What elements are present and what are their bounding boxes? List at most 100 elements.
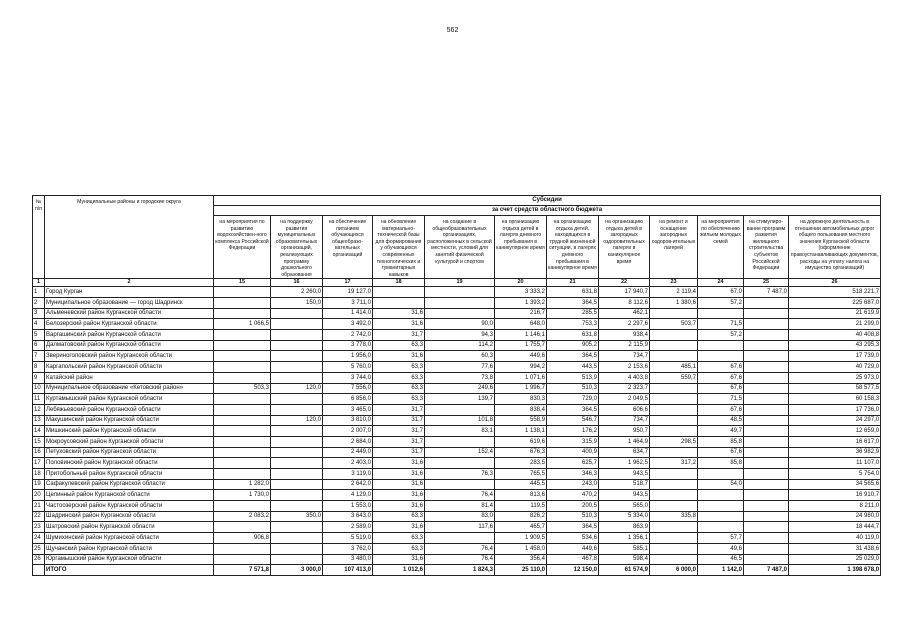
cell: 21 619,9 — [787, 307, 882, 320]
cell — [372, 286, 425, 299]
cell — [424, 435, 495, 448]
cell: 34 565,6 — [787, 478, 882, 491]
cell — [743, 532, 789, 544]
cell: 2 403,0 — [322, 457, 373, 470]
row-number: 4 — [32, 318, 45, 331]
cell: 31,6 — [372, 553, 425, 566]
data-row: 25 Щучанский район Курганской области 3 76… — [32, 542, 882, 555]
column-number: 15 — [213, 278, 271, 288]
total-cell: 61 574,9 — [598, 564, 650, 577]
row-name: Муниципальное образование — город Шадрин… — [44, 297, 214, 309]
cell: 830,3 — [494, 393, 547, 405]
cell — [424, 457, 495, 470]
cell: 943,5 — [598, 489, 650, 502]
cell: 31,7 — [372, 403, 425, 416]
cell: 1 146,1 — [494, 329, 547, 341]
cell — [697, 350, 744, 363]
cell: 8 112,6 — [598, 297, 650, 309]
cell: 31,6 — [372, 478, 425, 491]
cell — [372, 297, 425, 309]
cell — [270, 468, 323, 480]
cell: 67,0 — [697, 286, 744, 299]
cell: 46,5 — [697, 553, 744, 566]
cell: 25 029,0 — [787, 553, 882, 566]
cell — [213, 286, 271, 299]
cell — [213, 350, 271, 363]
cell: 2 007,0 — [322, 425, 373, 437]
header-row: на мероприятия по развитию водохозяйстве… — [33, 214, 882, 280]
row-number: 11 — [32, 393, 45, 405]
row-number: 6 — [32, 339, 45, 352]
cell: 57,2 — [697, 297, 744, 309]
row-name: Щучанский район Курганской области — [44, 542, 214, 555]
cell: 467,8 — [546, 553, 599, 566]
cell — [649, 468, 698, 480]
data-row: 18 Притобольный район Курганской области 3… — [32, 468, 882, 480]
cell: 60 158,3 — [787, 393, 882, 405]
cell: 243,0 — [546, 478, 599, 491]
cell: 67,6 — [697, 371, 744, 384]
cell: 1 071,6 — [494, 371, 547, 384]
cell: 85,8 — [697, 435, 744, 448]
column-number: 18 — [372, 278, 425, 288]
total-cell: 6 000,0 — [649, 564, 698, 577]
cell: 734,7 — [598, 414, 650, 427]
cell: 31,7 — [372, 329, 425, 341]
cell: 625,7 — [546, 457, 599, 470]
row-name: Куртамышский район Курганской области — [44, 393, 214, 405]
cell — [743, 382, 789, 395]
column-header: на обеспечение питанием обучающихся обще… — [322, 214, 373, 280]
row-number: 15 — [32, 435, 45, 448]
cell: 16 910,7 — [787, 489, 882, 502]
header-cell: № п/п — [32, 194, 45, 280]
cell — [213, 393, 271, 405]
cell: 503,7 — [649, 318, 698, 331]
cell: 8 211,0 — [787, 500, 882, 512]
cell: 546,7 — [546, 414, 599, 427]
cell: 1 356,1 — [598, 532, 650, 544]
cell: 4 129,0 — [322, 489, 373, 502]
cell: 1 909,5 — [494, 532, 547, 544]
cell: 356,4 — [494, 553, 547, 566]
cell: 31,6 — [372, 489, 425, 502]
row-number: 1 — [32, 286, 45, 299]
cell: 1 962,5 — [598, 457, 650, 470]
data-row: 10 Муниципальное образование «Кетовский р… — [32, 382, 882, 395]
cell: 3 492,0 — [322, 318, 373, 331]
row-number: 3 — [32, 307, 45, 320]
cell: 77,6 — [424, 361, 495, 373]
cell: 58 577,5 — [787, 382, 882, 395]
cell — [649, 307, 698, 320]
cell — [649, 478, 698, 491]
cell: 120,0 — [270, 414, 323, 427]
data-row: 14 Мишкинский район Курганской области 2 0… — [32, 425, 882, 437]
cell: 63,3 — [372, 393, 425, 405]
column-header: на мероприятия по развитию водохозяйстве… — [213, 214, 271, 280]
cell: 67,6 — [697, 446, 744, 459]
cell: 31 438,6 — [787, 542, 882, 555]
column-number: 25 — [743, 278, 789, 288]
cell: 31,6 — [372, 318, 425, 331]
cell: 63,3 — [372, 339, 425, 352]
cell: 24 980,0 — [787, 510, 882, 523]
cell — [270, 532, 323, 544]
cell: 3 480,0 — [322, 553, 373, 566]
cell: 83,0 — [424, 510, 495, 523]
cell: 2 297,6 — [598, 318, 650, 331]
column-number-row: 1 2 15 16 17 18 19 20 21 22 23 24 25 26 — [32, 278, 882, 288]
row-number: 21 — [32, 500, 45, 512]
cell: 2 323,7 — [598, 382, 650, 395]
column-header: на обновление материально-технической ба… — [372, 214, 425, 280]
cell — [213, 329, 271, 341]
cell — [697, 468, 744, 480]
cell: 19 127,0 — [322, 286, 373, 299]
column-number: 26 — [787, 278, 882, 288]
row-name: Юргамышский район Курганской области — [44, 553, 214, 566]
cell: 63,3 — [372, 542, 425, 555]
cell: 17 736,0 — [787, 403, 882, 416]
cell — [743, 307, 789, 320]
cell: 49,7 — [697, 425, 744, 437]
total-label: ИТОГО — [44, 564, 214, 577]
cell: 31,7 — [372, 414, 425, 427]
row-name: Шумихинский район Курганской области — [44, 532, 214, 544]
